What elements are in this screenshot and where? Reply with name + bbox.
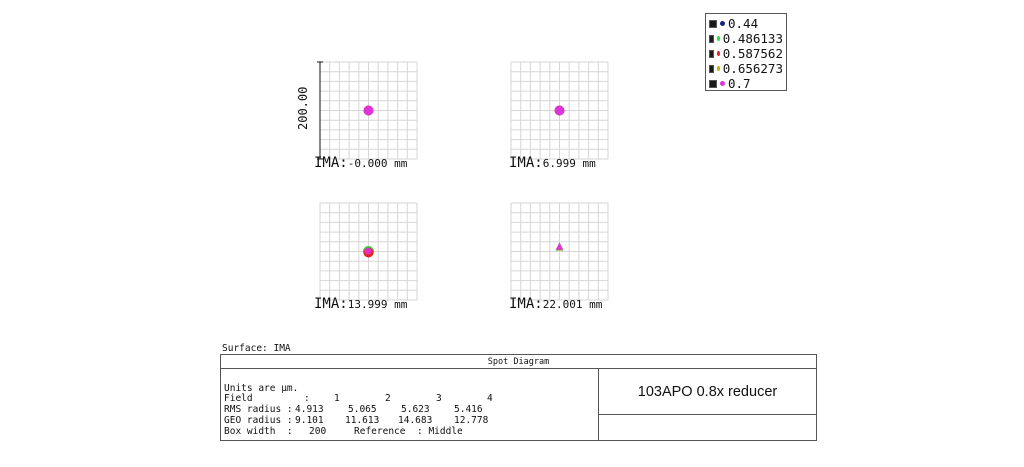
- field-number: 1: [334, 393, 340, 404]
- box-width-label: Box width :: [224, 426, 293, 437]
- legend-item: 0.7: [709, 76, 783, 91]
- spot-wavelength-5: [364, 247, 372, 255]
- box-width-value: 200: [309, 426, 327, 437]
- info-stats: Units are µm. Field : 1 2 3 4 RMS radius…: [221, 369, 599, 440]
- geo-value: 12.778: [454, 415, 489, 426]
- field-prefix: IMA:: [509, 296, 543, 312]
- units-line: Units are µm.: [224, 383, 299, 394]
- spot-wavelength-5: [554, 105, 565, 116]
- info-blank-cell: [599, 415, 816, 440]
- field-number: 4: [487, 393, 493, 404]
- spot-wavelength-5: [363, 105, 374, 116]
- field-value: -0.000 mm: [347, 157, 408, 170]
- legend-dot-icon: [720, 81, 725, 86]
- legend-checkbox-icon: [709, 34, 715, 43]
- field-prefix: IMA:: [314, 296, 348, 312]
- field-number: 2: [385, 393, 391, 404]
- legend-label: 0.656273: [722, 61, 783, 76]
- reference-value: : Middle: [417, 426, 463, 437]
- diagram-title: Spot Diagram: [221, 355, 816, 369]
- spot-diagram-plot: [317, 61, 609, 301]
- legend-checkbox-icon: [709, 64, 715, 73]
- legend-dot-icon: [717, 51, 720, 56]
- rms-value: 5.416: [454, 404, 483, 415]
- legend-checkbox-icon: [709, 79, 717, 88]
- field-row-label: Field: [224, 393, 253, 404]
- geo-value: 14.683: [398, 415, 433, 426]
- field-number: 3: [436, 393, 442, 404]
- geo-value: 11.613: [345, 415, 380, 426]
- field-label-2: IMA:6.999 mm: [509, 155, 596, 171]
- reference-label: Reference: [354, 426, 406, 437]
- field-prefix: IMA:: [314, 155, 348, 171]
- scale-bar-label: 200.00: [296, 86, 310, 130]
- rms-row-label: RMS radius :: [224, 404, 293, 415]
- field-value: 13.999 mm: [347, 298, 408, 311]
- legend-label: 0.587562: [722, 46, 783, 61]
- field-value: 6.999 mm: [542, 157, 596, 170]
- legend-checkbox-icon: [709, 19, 717, 28]
- rms-value: 4.913: [295, 404, 324, 415]
- wavelength-legend: 0.44 0.486133 0.587562 0.656273 0.7: [705, 13, 787, 91]
- legend-checkbox-icon: [709, 49, 715, 58]
- field-label-4: IMA:22.001 mm: [509, 296, 602, 312]
- legend-item: 0.44: [709, 16, 783, 31]
- legend-dot-icon: [720, 21, 725, 26]
- surface-label: Surface: IMA: [222, 343, 291, 354]
- field-prefix: IMA:: [509, 155, 543, 171]
- spot-wavelength-5: [556, 242, 563, 250]
- legend-item: 0.656273: [709, 61, 783, 76]
- field-label-1: IMA:-0.000 mm: [314, 155, 407, 171]
- field-value: 22.001 mm: [542, 298, 603, 311]
- legend-label: 0.7: [728, 76, 751, 91]
- legend-item: 0.486133: [709, 31, 783, 46]
- legend-item: 0.587562: [709, 46, 783, 61]
- legend-dot-icon: [717, 36, 720, 41]
- lens-name: 103APO 0.8x reducer: [599, 369, 816, 415]
- rms-value: 5.065: [348, 404, 377, 415]
- field-row-colon: :: [304, 393, 310, 404]
- legend-dot-icon: [717, 66, 720, 71]
- rms-value: 5.623: [401, 404, 430, 415]
- legend-label: 0.44: [728, 16, 759, 31]
- field-label-3: IMA:13.999 mm: [314, 296, 407, 312]
- geo-value: 9.101: [295, 415, 324, 426]
- legend-label: 0.486133: [722, 31, 783, 46]
- info-table: Spot Diagram Units are µm. Field : 1 2 3…: [220, 354, 817, 441]
- geo-row-label: GEO radius :: [224, 415, 293, 426]
